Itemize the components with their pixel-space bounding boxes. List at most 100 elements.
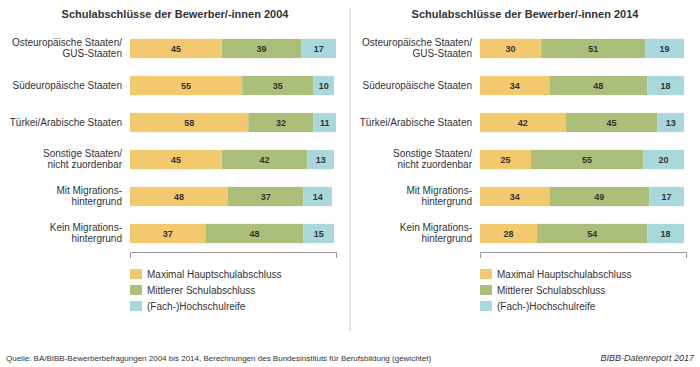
bar — [566, 113, 658, 132]
divider — [350, 8, 351, 331]
y-tick: Mit Migrations-hintergrund — [406, 185, 472, 207]
legend-swatch — [130, 285, 142, 295]
bar — [480, 39, 541, 58]
bar — [480, 187, 549, 206]
tick-label: Osteuropäische Staaten/GUS-Staaten — [12, 37, 122, 59]
data-label: 20 — [659, 155, 669, 165]
data-label: 13 — [666, 118, 676, 128]
bar — [480, 113, 566, 132]
tick-label-line: GUS-Staaten — [413, 48, 472, 59]
data-label: 58 — [184, 118, 194, 128]
legend-label: Mittlerer Schulabschluss — [147, 285, 255, 296]
legend-item: Mittlerer Schulabschluss — [480, 285, 605, 296]
data-label: 18 — [661, 81, 671, 91]
tick-label-line: Türkei/Arabische Staaten — [360, 117, 472, 128]
bar — [130, 150, 222, 169]
legend-item: Maximal Hauptschulabschluss — [130, 269, 282, 280]
legend: Maximal Hauptschulabschluss Mittlerer Sch… — [480, 269, 632, 312]
data-labels: 455558454837393532423748171011131415 — [163, 44, 330, 239]
data-label: 17 — [662, 192, 672, 202]
y-tick: Südeuropäische Staaten — [362, 80, 472, 91]
y-axis: Osteuropäische Staaten/GUS-Staaten Südeur… — [360, 37, 473, 244]
bar — [130, 224, 205, 243]
data-label: 55 — [181, 81, 191, 91]
tick-label-line: Sonstige Staaten/ — [43, 148, 122, 159]
tick-label-line: Sonstige Staaten/ — [393, 148, 472, 159]
panel: Schulabschlüsse der Bewerber/-innen 2014… — [350, 8, 687, 331]
data-label: 51 — [588, 44, 598, 54]
data-label: 55 — [582, 155, 592, 165]
tick-label: Sonstige Staaten/nicht zuordenbar — [43, 148, 123, 170]
bar — [643, 150, 684, 169]
y-tick: Osteuropäische Staaten/GUS-Staaten — [12, 37, 122, 59]
bar — [303, 187, 332, 206]
annotation: BIBB-Datenreport 2017 — [600, 353, 695, 363]
bar — [242, 76, 313, 95]
tick-label-line: nicht zuordenbar — [398, 159, 473, 170]
legend-swatch — [130, 269, 142, 279]
tick-label-line: Kein Migrations- — [400, 222, 472, 233]
tick-label-line: hintergrund — [421, 233, 472, 244]
y-tick: Südeuropäische Staaten — [12, 80, 122, 91]
data-label: 14 — [313, 192, 323, 202]
data-label: 42 — [518, 118, 528, 128]
bars — [130, 39, 336, 243]
data-labels: 303442253428514845554954191813201718 — [500, 44, 675, 239]
data-label: 39 — [257, 44, 267, 54]
data-label: 11 — [320, 118, 330, 128]
legend: Maximal Hauptschulabschluss Mittlerer Sch… — [130, 269, 282, 312]
bar — [130, 76, 242, 95]
data-label: 42 — [260, 155, 270, 165]
tick-label-line: Mit Migrations- — [56, 185, 122, 196]
y-tick: Osteuropäische Staaten/GUS-Staaten — [362, 37, 472, 59]
tick-label: Osteuropäische Staaten/GUS-Staaten — [362, 37, 472, 59]
tick-label-line: Südeuropäische Staaten — [362, 80, 472, 91]
bar — [301, 39, 336, 58]
bar — [222, 150, 308, 169]
data-label: 17 — [314, 44, 324, 54]
axis-line — [131, 253, 337, 259]
bar — [480, 150, 531, 169]
legend-swatch — [480, 285, 492, 295]
data-label: 10 — [319, 81, 329, 91]
title: Schulabschlüsse der Bewerber/-innen 2014 — [412, 8, 640, 20]
legend-item: (Fach-)Hochschulreife — [130, 301, 246, 312]
annotation: Quelle: BA/BIBB-Bewerberbefragungen 2004… — [6, 354, 431, 363]
data-label: 25 — [500, 155, 510, 165]
tick-label-line: Osteuropäische Staaten/ — [362, 37, 472, 48]
legend-label: (Fach-)Hochschulreife — [147, 301, 246, 312]
bar — [130, 113, 248, 132]
tick-label: Türkei/Arabische Staaten — [360, 117, 472, 128]
data-label: 48 — [174, 192, 184, 202]
legend-label: Maximal Hauptschulabschluss — [497, 269, 632, 280]
y-tick: Sonstige Staaten/nicht zuordenbar — [43, 148, 123, 170]
tick-label: Sonstige Staaten/nicht zuordenbar — [393, 148, 473, 170]
bar — [649, 187, 684, 206]
tick-label: Kein Migrations-hintergrund — [400, 222, 472, 244]
tick-label-line: Türkei/Arabische Staaten — [10, 117, 122, 128]
bar — [303, 224, 334, 243]
bar — [480, 76, 549, 95]
bar — [549, 187, 649, 206]
bar — [228, 187, 303, 206]
data-label: 45 — [171, 155, 181, 165]
data-label: 32 — [276, 118, 286, 128]
tick-label-line: hintergrund — [71, 233, 122, 244]
data-label: 13 — [316, 155, 326, 165]
tick-label-line: hintergrund — [71, 196, 122, 207]
bar — [537, 224, 647, 243]
tick-label-line: hintergrund — [421, 196, 472, 207]
x-axis — [131, 253, 337, 259]
data-label: 34 — [510, 192, 520, 202]
tick-label-line: GUS-Staaten — [63, 48, 122, 59]
data-label: 34 — [510, 81, 520, 91]
tick-label: Mit Migrations-hintergrund — [56, 185, 122, 207]
bar — [541, 39, 645, 58]
tick-label-line: Osteuropäische Staaten/ — [12, 37, 122, 48]
y-tick: Türkei/Arabische Staaten — [360, 117, 472, 128]
legend-item: Mittlerer Schulabschluss — [130, 285, 255, 296]
legend-swatch — [480, 269, 492, 279]
bar — [657, 113, 684, 132]
bar — [645, 39, 684, 58]
data-label: 37 — [163, 229, 173, 239]
